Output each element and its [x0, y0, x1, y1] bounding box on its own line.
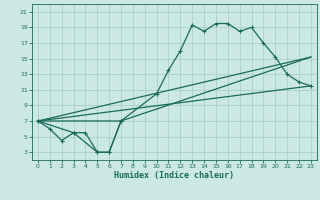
X-axis label: Humidex (Indice chaleur): Humidex (Indice chaleur) — [115, 171, 234, 180]
